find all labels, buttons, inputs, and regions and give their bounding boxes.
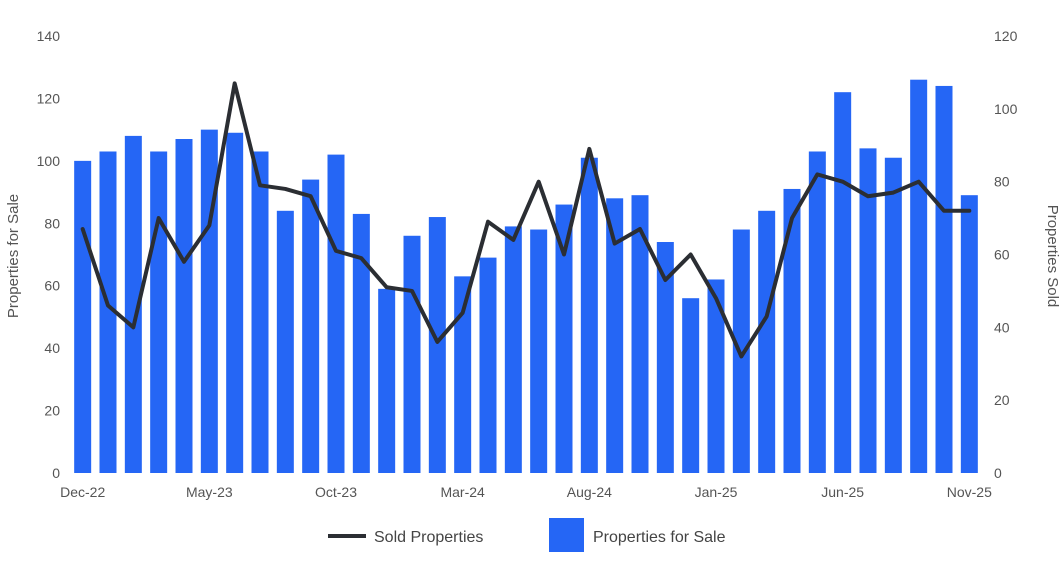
- bar-Jan-24: [403, 235, 421, 473]
- bar-Jun-24: [530, 229, 548, 473]
- sold-properties-line: [80, 81, 972, 359]
- right-tick-label: 20: [994, 392, 1010, 408]
- bar-Aug-24: [580, 157, 598, 474]
- bar-Feb-24: [428, 217, 446, 473]
- legend-label-for-sale: Properties for Sale: [593, 529, 726, 546]
- legend-bar-swatch: [549, 518, 584, 552]
- right-tick-label: 60: [994, 247, 1010, 263]
- right-tick-label: 100: [994, 101, 1018, 117]
- left-axis-ticks: 0 20 40 60 80 100 120 140: [37, 28, 61, 481]
- left-tick-label: 120: [37, 90, 61, 106]
- bar-Oct-24: [631, 195, 649, 473]
- x-tick-label: Jun-25: [821, 484, 864, 500]
- bar-Mar-23: [150, 151, 168, 474]
- bar-Dec-24: [682, 298, 700, 473]
- x-tick-label: Aug-24: [567, 484, 612, 500]
- left-tick-label: 60: [44, 278, 60, 294]
- x-tick-label: May-23: [186, 484, 233, 500]
- x-tick-label: Dec-22: [60, 484, 105, 500]
- bar-Aug-25: [884, 157, 902, 474]
- x-tick-label: Mar-24: [440, 484, 485, 500]
- bar-Jul-23: [251, 151, 269, 474]
- bar-Nov-23: [352, 213, 370, 474]
- right-tick-label: 120: [994, 28, 1018, 44]
- left-tick-label: 80: [44, 215, 60, 231]
- bar-Oct-23: [327, 154, 345, 474]
- legend-label-sold: Sold Properties: [374, 529, 483, 546]
- bar-Jun-25: [834, 92, 852, 473]
- left-axis-title: Properties for Sale: [5, 194, 22, 318]
- bar-Jan-25: [707, 279, 725, 473]
- bar-Nov-25: [960, 195, 978, 473]
- bars-layer: [74, 79, 978, 474]
- bar-Sep-23: [302, 179, 320, 473]
- bar-May-23: [200, 129, 218, 473]
- bar-Dec-23: [378, 288, 396, 473]
- bar-Nov-24: [656, 242, 674, 473]
- bar-Dec-22: [74, 160, 92, 474]
- x-tick-label: Nov-25: [947, 484, 992, 500]
- bar-May-24: [504, 226, 522, 473]
- right-axis-ticks: 0 20 40 60 80 100 120: [994, 28, 1018, 481]
- left-tick-label: 140: [37, 28, 61, 44]
- legend: Sold Properties Properties for Sale: [328, 518, 726, 552]
- bar-Oct-25: [935, 85, 953, 473]
- bar-Jul-24: [555, 204, 573, 473]
- bar-May-25: [808, 151, 826, 474]
- bar-Mar-25: [758, 210, 776, 474]
- right-tick-label: 80: [994, 174, 1010, 190]
- right-tick-label: 40: [994, 319, 1010, 335]
- bar-Aug-23: [276, 210, 294, 474]
- bar-Apr-24: [479, 257, 497, 473]
- bar-Apr-25: [783, 188, 801, 473]
- x-axis-ticks: Dec-22 May-23 Oct-23 Mar-24 Aug-24 Jan-25 Jun-…: [60, 484, 992, 500]
- bar-Apr-23: [175, 139, 193, 473]
- bar-Jul-25: [859, 148, 877, 473]
- left-tick-label: 100: [37, 153, 61, 169]
- bar-Sep-25: [910, 79, 928, 473]
- x-tick-label: Jan-25: [695, 484, 738, 500]
- x-tick-label: Oct-23: [315, 484, 357, 500]
- bar-Feb-23: [124, 135, 142, 473]
- right-tick-label: 0: [994, 465, 1002, 481]
- bar-Jun-23: [226, 132, 244, 473]
- bar-Mar-24: [454, 276, 472, 473]
- left-tick-label: 40: [44, 340, 60, 356]
- right-axis-title: Properties Sold: [1044, 205, 1061, 308]
- bar-Jan-23: [99, 151, 117, 474]
- bar-Feb-25: [732, 229, 750, 473]
- line-layer: [80, 81, 972, 359]
- left-tick-label: 20: [44, 403, 60, 419]
- left-tick-label: 0: [52, 465, 60, 481]
- bar-Sep-24: [606, 198, 624, 473]
